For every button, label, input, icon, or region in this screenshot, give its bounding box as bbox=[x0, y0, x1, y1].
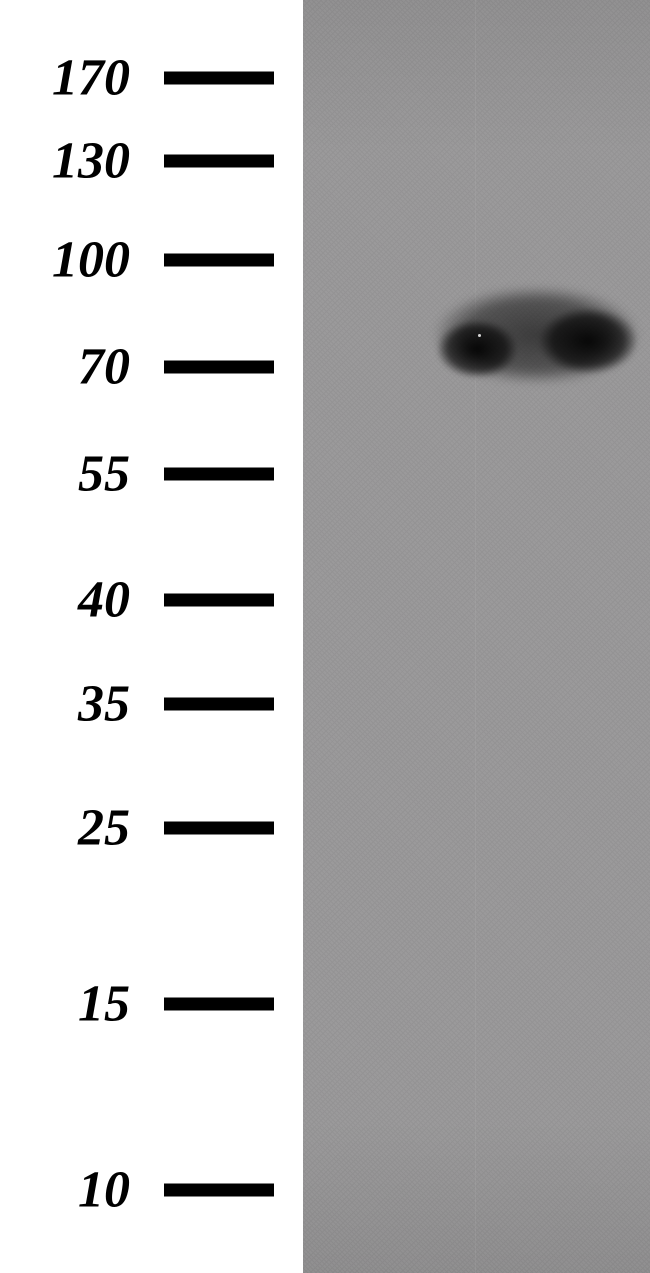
mw-marker-tick bbox=[164, 155, 274, 168]
mw-marker-row: 40 bbox=[0, 571, 300, 630]
mw-marker-tick bbox=[164, 468, 274, 481]
mw-marker-label: 55 bbox=[0, 445, 130, 504]
lane-separator bbox=[475, 0, 476, 1273]
mw-marker-row: 130 bbox=[0, 132, 300, 191]
mw-marker-row: 70 bbox=[0, 338, 300, 397]
protein-band-core bbox=[539, 308, 637, 374]
mw-marker-row: 170 bbox=[0, 49, 300, 108]
mw-marker-tick bbox=[164, 594, 274, 607]
mw-marker-tick bbox=[164, 1184, 274, 1197]
mw-marker-label: 35 bbox=[0, 675, 130, 734]
mw-marker-tick bbox=[164, 822, 274, 835]
mw-marker-tick bbox=[164, 72, 274, 85]
mw-marker-label: 15 bbox=[0, 975, 130, 1034]
mw-marker-row: 15 bbox=[0, 975, 300, 1034]
mw-marker-tick bbox=[164, 361, 274, 374]
mw-marker-row: 55 bbox=[0, 445, 300, 504]
mw-marker-row: 35 bbox=[0, 675, 300, 734]
mw-marker-label: 130 bbox=[0, 132, 130, 191]
mw-marker-label: 70 bbox=[0, 338, 130, 397]
mw-marker-label: 170 bbox=[0, 49, 130, 108]
western-blot-figure: 170 130 100 70 55 40 35 25 15 10 bbox=[0, 0, 650, 1273]
protein-band-core bbox=[437, 320, 517, 378]
mw-ladder: 170 130 100 70 55 40 35 25 15 10 bbox=[0, 0, 300, 1273]
mw-marker-tick bbox=[164, 254, 274, 267]
membrane-vertical-gradient bbox=[303, 0, 650, 1273]
mw-marker-label: 25 bbox=[0, 799, 130, 858]
blot-membrane bbox=[303, 0, 650, 1273]
mw-marker-tick bbox=[164, 698, 274, 711]
membrane-noise bbox=[303, 0, 650, 1273]
mw-marker-row: 25 bbox=[0, 799, 300, 858]
mw-marker-label: 40 bbox=[0, 571, 130, 630]
membrane-speck bbox=[478, 334, 481, 337]
mw-marker-tick bbox=[164, 998, 274, 1011]
mw-marker-row: 10 bbox=[0, 1161, 300, 1220]
mw-marker-row: 100 bbox=[0, 231, 300, 290]
mw-marker-label: 10 bbox=[0, 1161, 130, 1220]
mw-marker-label: 100 bbox=[0, 231, 130, 290]
